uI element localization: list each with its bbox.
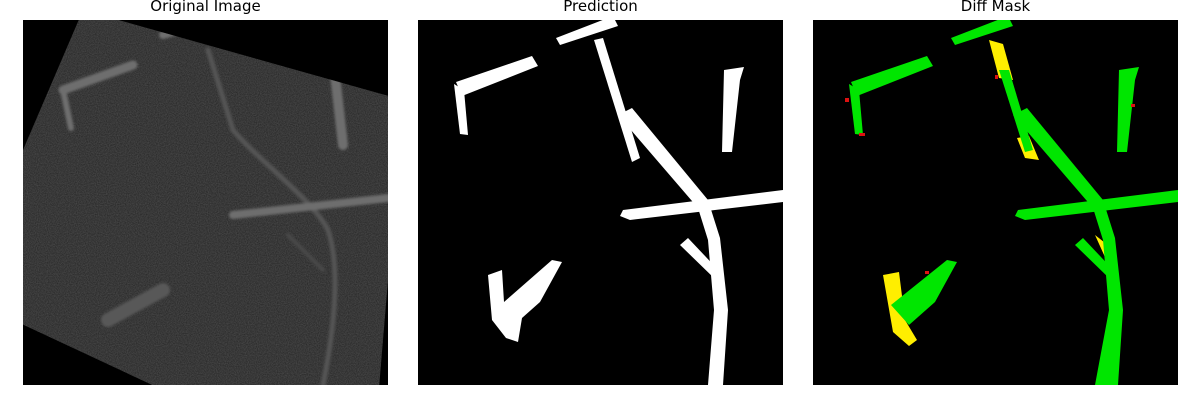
- predicted-fiber: [488, 260, 562, 342]
- prediction-mask: [418, 20, 783, 385]
- matched-fiber: [851, 56, 933, 96]
- false-positive-pixel: [859, 133, 865, 136]
- false-positive-pixel: [1131, 104, 1135, 107]
- false-positive-pixel: [845, 98, 849, 102]
- original-image-panel: [23, 20, 388, 385]
- panel-title-diff-mask: Diff Mask: [960, 0, 1031, 15]
- matched-regions: [849, 20, 1178, 385]
- predicted-fiber: [454, 84, 468, 135]
- diff-mask-panel: [813, 20, 1178, 385]
- matched-fiber: [1117, 67, 1139, 152]
- predicted-fiber: [680, 238, 723, 280]
- prediction-panel: [418, 20, 783, 385]
- matched-fiber: [999, 70, 1033, 152]
- predicted-fiber: [722, 67, 744, 152]
- matched-fiber: [1075, 238, 1118, 280]
- matched-fiber: [891, 260, 957, 325]
- predicted-fibers: [454, 20, 783, 385]
- predicted-fiber: [456, 56, 538, 96]
- predicted-fiber: [594, 38, 640, 162]
- false-positive-pixel: [925, 271, 929, 274]
- false-positive-pixel: [995, 75, 998, 79]
- matched-fiber: [849, 84, 863, 135]
- matched-fiber: [1015, 190, 1178, 220]
- panel-title-prediction: Prediction: [563, 0, 638, 15]
- predicted-fiber: [618, 108, 728, 385]
- original-image: [23, 20, 388, 385]
- predicted-fiber: [620, 190, 783, 220]
- panel-title-original: Original Image: [150, 0, 261, 15]
- matched-fiber: [1013, 108, 1123, 385]
- false-positive-regions: [845, 75, 1135, 274]
- predicted-fiber: [556, 20, 618, 45]
- diff-mask: [813, 20, 1178, 385]
- matched-fiber: [951, 20, 1013, 45]
